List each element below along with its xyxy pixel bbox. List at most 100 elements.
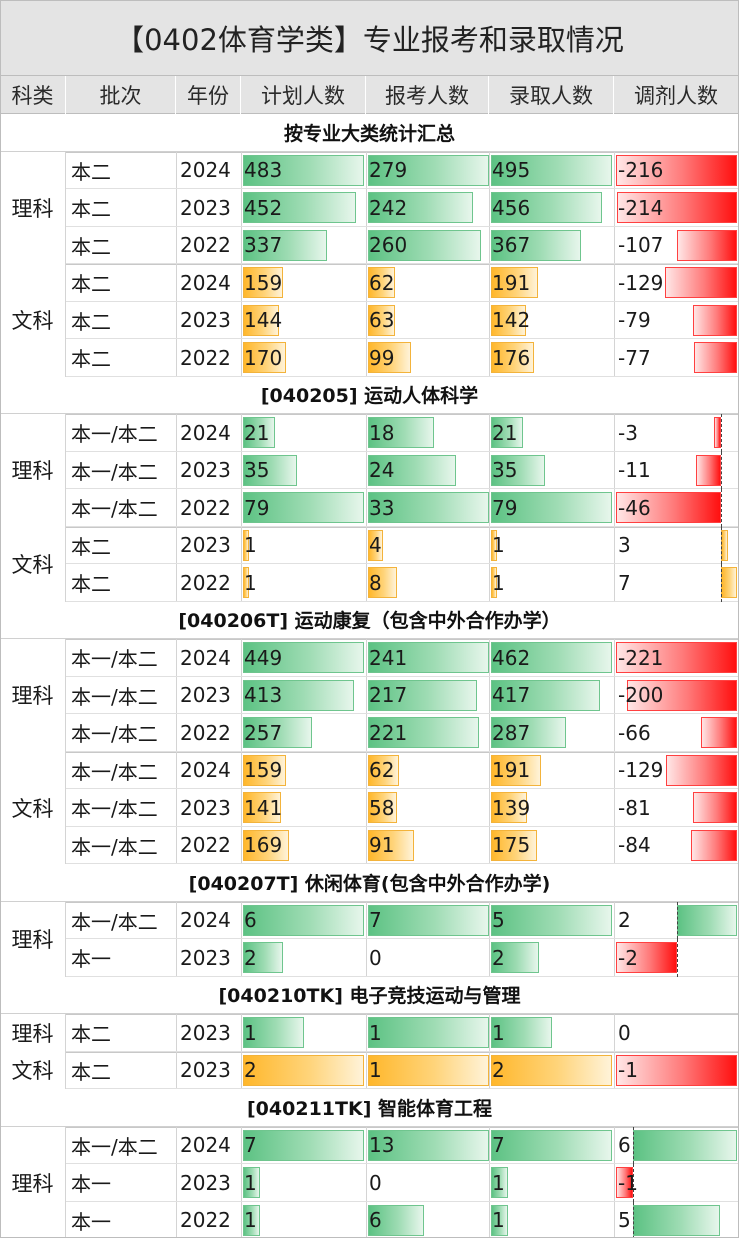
column-divider	[241, 489, 242, 527]
year-cell: 2023	[180, 795, 231, 820]
column-divider	[489, 901, 490, 939]
column-divider	[614, 264, 615, 302]
column-divider	[241, 339, 242, 377]
year-cell: 2024	[180, 1133, 231, 1158]
admit-bar	[491, 642, 612, 673]
adjust-cell: -81	[618, 795, 651, 820]
column-divider	[176, 1126, 177, 1164]
column-divider	[176, 451, 177, 489]
admit-cell: 35	[492, 458, 518, 483]
header-batch: 批次	[66, 76, 176, 114]
admit-cell: 417	[492, 683, 531, 708]
batch-cell: 本一/本二	[71, 647, 158, 672]
admit-bar	[491, 567, 497, 598]
section-title: 按专业大类统计汇总	[0, 114, 739, 152]
apply-bar	[368, 754, 399, 786]
column-divider	[176, 301, 177, 339]
apply-bar	[368, 417, 434, 448]
apply-cell: 62	[369, 270, 395, 295]
apply-bar	[368, 454, 456, 486]
header-adjust: 调剂人数	[614, 76, 739, 114]
group-divider	[0, 414, 739, 415]
row-divider	[66, 825, 739, 827]
row-divider	[66, 863, 739, 864]
year-cell: 2023	[180, 1020, 231, 1045]
year-cell: 2024	[180, 420, 231, 445]
year-cell: 2023	[180, 533, 231, 558]
apply-bar	[368, 229, 481, 261]
table-row: 本一/本二 2024 6 7 5 2	[0, 901, 739, 939]
year-cell: 2022	[180, 570, 231, 595]
adjust-bar	[691, 829, 737, 861]
plan-cell: 1	[244, 533, 257, 558]
batch-cell: 本二	[71, 309, 111, 334]
table-row: 本二 2023 452 242 456 -214	[0, 189, 739, 227]
plan-bar	[243, 567, 249, 598]
batch-cell: 本二	[71, 1022, 111, 1047]
batch-cell: 本二	[71, 197, 111, 222]
column-divider	[176, 151, 177, 189]
adjust-cell: -77	[618, 345, 651, 370]
admit-cell: 1	[492, 570, 505, 595]
adjust-bar	[616, 1167, 633, 1198]
table-row: 本二 2024 483 279 495 -216	[0, 151, 739, 189]
column-divider	[366, 1164, 367, 1202]
table-row: 本一/本二 2022 79 33 79 -46	[0, 489, 739, 527]
year-cell: 2023	[180, 1058, 231, 1083]
adjust-cell: 0	[618, 1020, 631, 1045]
column-divider	[241, 526, 242, 564]
header-admit: 录取人数	[489, 76, 614, 114]
column-divider	[614, 1201, 615, 1238]
subject-cell: 理科	[0, 151, 66, 264]
column-divider	[489, 1164, 490, 1202]
batch-cell: 本一	[71, 1172, 111, 1197]
admit-cell: 462	[492, 645, 531, 670]
column-divider	[366, 639, 367, 677]
column-divider	[489, 301, 490, 339]
column-divider	[489, 1014, 490, 1052]
admit-bar	[491, 1129, 612, 1161]
apply-bar	[368, 154, 489, 186]
column-divider	[241, 826, 242, 864]
column-divider	[176, 414, 177, 452]
column-divider	[489, 564, 490, 602]
row-divider	[66, 225, 739, 227]
batch-cell: 本二	[71, 272, 111, 297]
column-divider	[366, 901, 367, 939]
year-cell: 2022	[180, 233, 231, 258]
column-divider	[241, 901, 242, 939]
admit-bar	[491, 942, 539, 973]
column-divider	[489, 189, 490, 227]
column-divider	[489, 751, 490, 789]
column-divider	[176, 1014, 177, 1052]
admit-cell: 495	[492, 158, 531, 183]
admit-bar	[491, 1054, 612, 1086]
admit-cell: 139	[492, 795, 531, 820]
subject-cell: 文科	[0, 264, 66, 377]
table-row: 本一/本二 2023 141 58 139 -81	[0, 789, 739, 827]
column-divider	[614, 451, 615, 489]
column-divider	[614, 789, 615, 827]
admit-cell: 1	[492, 1170, 505, 1195]
apply-bar	[368, 267, 395, 298]
apply-cell: 91	[369, 833, 395, 858]
plan-cell: 452	[244, 195, 283, 220]
batch-cell: 本二	[71, 1059, 111, 1084]
adjust-cell: -107	[618, 233, 664, 258]
column-divider	[366, 1126, 367, 1164]
row-divider	[66, 1200, 739, 1202]
admit-bar	[491, 717, 566, 748]
plan-cell: 169	[244, 833, 283, 858]
batch-cell: 本一/本二	[71, 1134, 158, 1159]
plan-bar	[243, 454, 297, 486]
column-divider	[614, 564, 615, 602]
admit-cell: 191	[492, 270, 531, 295]
column-divider	[489, 826, 490, 864]
plan-bar	[243, 1129, 364, 1161]
admit-cell: 5	[492, 908, 505, 933]
adjust-bar	[616, 942, 677, 973]
table-row: 本二 2023 1 1 1 0	[0, 1014, 739, 1052]
group-divider	[0, 264, 739, 265]
batch-cell: 本一/本二	[71, 422, 158, 447]
batch-cell: 本二	[71, 534, 111, 559]
